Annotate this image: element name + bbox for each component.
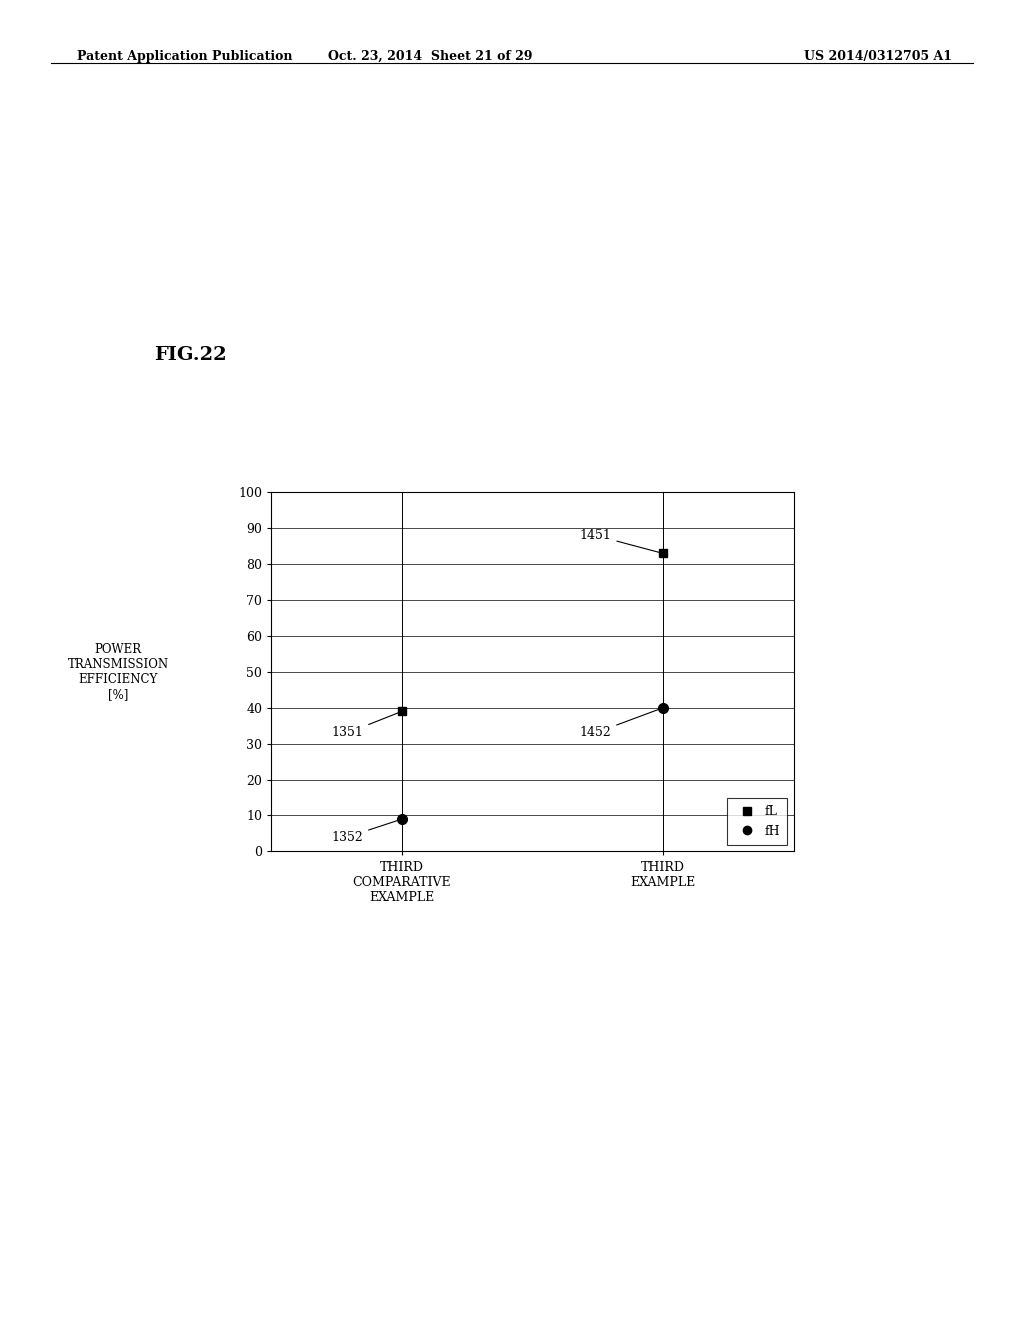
Text: 1351: 1351 — [332, 713, 399, 739]
Text: Patent Application Publication: Patent Application Publication — [77, 50, 292, 63]
fL — [657, 545, 670, 561]
fH — [395, 812, 408, 828]
Text: 1352: 1352 — [332, 820, 399, 843]
fH — [657, 700, 670, 715]
Line: fL: fL — [397, 549, 668, 715]
Y-axis label: POWER
TRANSMISSION
EFFICIENCY
[%]: POWER TRANSMISSION EFFICIENCY [%] — [68, 643, 169, 701]
Text: US 2014/0312705 A1: US 2014/0312705 A1 — [804, 50, 952, 63]
Text: FIG.22: FIG.22 — [155, 346, 227, 364]
Text: Oct. 23, 2014  Sheet 21 of 29: Oct. 23, 2014 Sheet 21 of 29 — [328, 50, 532, 63]
Line: fH: fH — [397, 704, 668, 824]
Legend: fL, fH: fL, fH — [727, 797, 787, 845]
Text: 1451: 1451 — [580, 529, 660, 553]
fL — [395, 704, 408, 719]
Text: 1452: 1452 — [580, 709, 660, 739]
